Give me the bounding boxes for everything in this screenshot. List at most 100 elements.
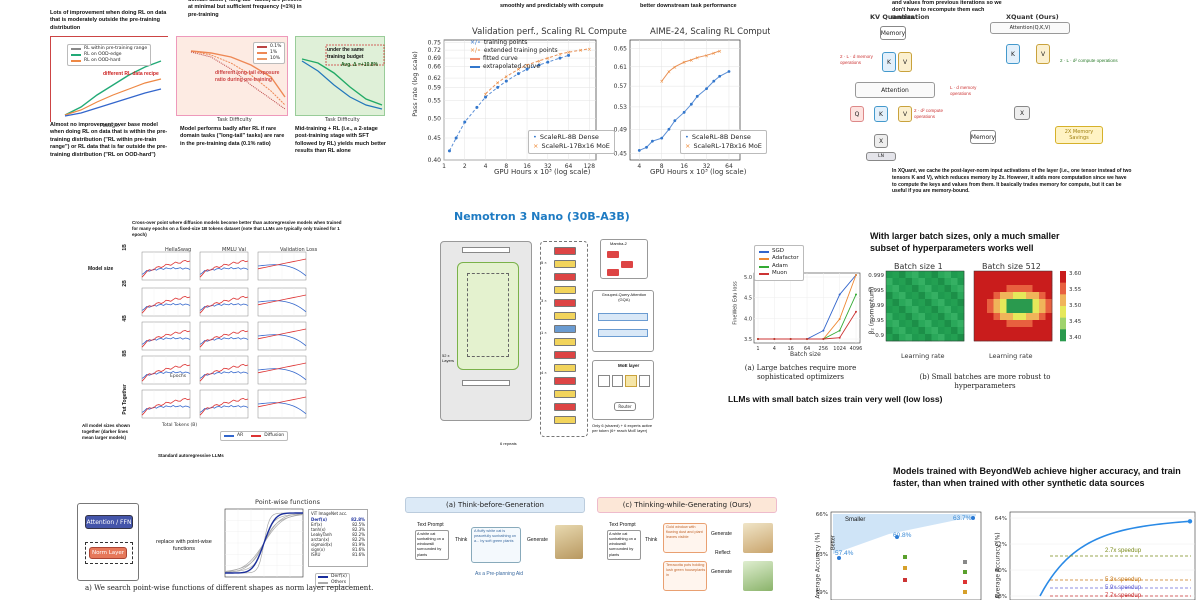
think-right-reflect: Reflect — [715, 550, 731, 556]
scale-right-point-blue — [712, 79, 716, 83]
diff-col-title-1: HellaSwag — [165, 247, 192, 253]
legend-item: ScaleRL-8B Dense — [539, 133, 599, 141]
scale-right-ytick: 0.57 — [614, 83, 628, 90]
batch-heatmap-cell — [987, 320, 994, 328]
diff-series-diffusion — [141, 364, 191, 382]
batch-heatmap-cell — [1045, 292, 1053, 300]
scale-right-point-blue — [667, 127, 671, 131]
nemo-stack-layer — [554, 390, 576, 398]
batch-heatmap-cell — [912, 313, 919, 321]
batch-heatmap-cell — [918, 299, 926, 307]
diff-legend: AR Diffusion — [220, 431, 289, 442]
scale-ylabel: Pass rate (log scale) — [410, 51, 419, 117]
diff-series-ar — [141, 370, 191, 379]
batch-heatmap-cell — [1006, 271, 1014, 279]
xq-k-box-left: K — [882, 52, 896, 72]
nemo-inner-dashed — [467, 273, 509, 357]
batch-heatmap-cell — [957, 313, 965, 321]
diffusion-grid-chart — [141, 251, 307, 419]
batch-heatmap-cell — [905, 292, 913, 300]
batch-heatmap-cell — [1039, 292, 1046, 300]
beyond-val-2: 60.8% — [893, 532, 912, 539]
think-right-header: (c) Thinking-while-Generating (Ours) — [597, 497, 777, 513]
diff-model-size-label: Model size — [88, 266, 114, 272]
rl-right-annotation-1: under the same training budget — [327, 47, 364, 60]
note-top-left: Lots of improvement when doing RL on dat… — [50, 10, 167, 31]
batch-heatmap-cell — [938, 327, 945, 335]
scale-right-point-orange: × — [667, 69, 671, 75]
batch-heatmap-cell — [1032, 278, 1040, 286]
rl-left-legend: RL within pre-training range RL on OOD-e… — [67, 44, 152, 67]
batch-heatmap-cell — [993, 320, 1001, 328]
nemo-gqa-q — [598, 313, 648, 321]
scale-right-ytick: 0.45 — [614, 151, 628, 158]
batch-heatmap-cell — [912, 327, 919, 335]
nemo-bottom-bar — [462, 380, 510, 386]
batch-heatmap-cell — [951, 327, 958, 335]
scale-right-title: AIME-24, Scaling RL Compute — [650, 27, 770, 37]
nemo-stack-layer — [554, 377, 576, 385]
nemo-stack-layer — [554, 338, 576, 346]
scale-left-point-orange: × — [504, 75, 508, 81]
scale-right-point-orange: × — [704, 53, 708, 59]
batch-left-legend: SGD Adafactor Adam Muon — [754, 245, 804, 281]
tile-diffusion: Cross-over point where diffusion models … — [80, 218, 350, 478]
beyond-left-other-point — [903, 578, 907, 582]
norm-row-acc: 81.6% — [352, 547, 365, 552]
xq-wk-left: K — [874, 106, 888, 122]
xq-compute-op: 2 · d² compute operations — [914, 108, 944, 120]
nemo-stack-layer — [554, 416, 576, 424]
rl-left-curve-b — [64, 78, 162, 116]
batch-heatmap-cell — [1026, 313, 1033, 321]
batch-heatmap-cell — [974, 271, 981, 279]
legend-item: ScaleRL-8B Dense — [691, 133, 751, 141]
batch-colorbar-segment — [1060, 306, 1066, 318]
batch-heatmap-cell — [892, 306, 900, 314]
batch-left-xtick: 4096 — [850, 346, 863, 352]
diff-series-ar — [199, 302, 249, 311]
batch-heatmap-cell — [892, 278, 900, 286]
legend-item: training points — [483, 39, 528, 46]
scale-left-xtick: 8 — [504, 163, 508, 170]
legend-item: extrapolated curve — [483, 63, 541, 71]
scale-right-point-blue — [651, 139, 654, 143]
xq-x-box-left: X — [874, 134, 888, 148]
xq-wq-left: Q — [850, 106, 864, 122]
batch-heatmap-cell — [1006, 292, 1014, 300]
batch-heatmap-cell — [1006, 285, 1014, 293]
xq-left-title: KV Quantization — [870, 13, 930, 21]
norm-row-acc: 82.3% — [352, 527, 365, 532]
batch-heatmap-cell — [957, 292, 965, 300]
scale-left-ytick: 0.50 — [428, 115, 442, 122]
nemo-gqa-box — [592, 290, 654, 352]
diff-top-note: Cross-over point where diffusion models … — [132, 220, 342, 238]
scale-top-note-right: better downstream task performance — [640, 3, 737, 9]
note-bottom-mid: Model performs badly after RL if rare do… — [180, 126, 285, 147]
scale-left-ytick: 0.75 — [428, 39, 442, 46]
nemo-layer-label: 52 x Layers — [442, 353, 455, 364]
batch-heatmap-cell — [912, 299, 919, 307]
batch-heatmap-cell — [938, 271, 945, 279]
nemo-gqa-label: Grouped-Query Attention (GQA) — [601, 292, 647, 303]
batch-heatmap-cell — [1032, 292, 1040, 300]
rl-left-recipe: different RL data recipe — [103, 71, 159, 77]
scale-left-point-orange: × — [587, 47, 591, 53]
scale-rl-chart: 0.750.720.690.66 0.62 0.59 0.55 0.50 0.45 0.40… — [428, 39, 741, 170]
batch-left-xtick: 256 — [819, 346, 829, 352]
batch-heatmap-cell — [944, 334, 952, 342]
beyond-left-ytick: 63% — [816, 552, 828, 558]
batch-heatmap-cell — [1026, 334, 1033, 342]
batch-heatmap-cell — [918, 306, 926, 314]
batch-heatmap-cell — [1013, 320, 1020, 328]
scale-left-point-blue — [516, 72, 520, 76]
legend-item: RL on OOD-edge — [84, 52, 122, 58]
scale-right-point-blue — [682, 110, 686, 114]
batch-colorbar-tick: 3.40 — [1069, 335, 1082, 341]
xq-v-box-left: V — [898, 52, 912, 72]
batch-heatmap-cell — [1032, 327, 1040, 335]
nemo-stack-layer — [554, 247, 576, 255]
batch-heatmap-cell — [938, 306, 945, 314]
think-right-image-2 — [743, 561, 773, 591]
batch-heatmap-cell — [899, 292, 906, 300]
batch-colorbar-segment — [1060, 317, 1066, 330]
